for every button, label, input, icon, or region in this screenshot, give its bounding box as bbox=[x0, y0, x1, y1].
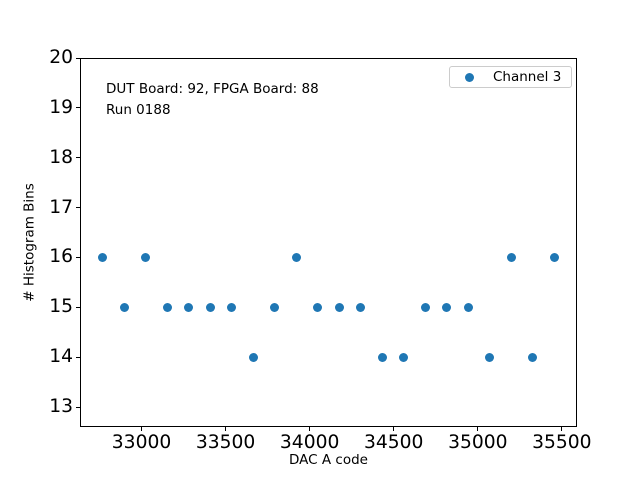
x-tick-label: 35500 bbox=[532, 432, 592, 453]
data-point bbox=[399, 352, 409, 362]
x-tick-mark bbox=[309, 427, 311, 431]
data-point bbox=[270, 302, 280, 312]
y-tick-label: 15 bbox=[49, 296, 73, 318]
y-tick-mark bbox=[76, 406, 80, 408]
x-tick-label: 33000 bbox=[111, 432, 172, 453]
data-point bbox=[485, 352, 495, 362]
data-point bbox=[463, 302, 473, 312]
data-point bbox=[227, 302, 237, 312]
x-axis-label: DAC A code bbox=[289, 452, 368, 468]
y-tick-mark bbox=[76, 157, 80, 159]
y-tick-label: 19 bbox=[49, 96, 73, 118]
x-tick-mark bbox=[561, 427, 563, 431]
data-point bbox=[377, 352, 387, 362]
data-point bbox=[528, 352, 538, 362]
data-point bbox=[313, 302, 323, 312]
y-tick-label: 14 bbox=[49, 346, 73, 368]
x-tick-mark bbox=[225, 427, 227, 431]
y-tick-mark bbox=[76, 356, 80, 358]
y-tick-mark bbox=[76, 207, 80, 209]
data-point bbox=[506, 252, 516, 262]
x-tick-label: 35000 bbox=[448, 432, 508, 453]
y-tick-mark bbox=[76, 306, 80, 308]
annotation-line-2: Run 0188 bbox=[106, 102, 171, 118]
annotation-line-1: DUT Board: 92, FPGA Board: 88 bbox=[106, 81, 319, 97]
y-tick-label: 13 bbox=[49, 396, 73, 418]
data-point bbox=[442, 302, 452, 312]
data-point bbox=[205, 302, 215, 312]
y-tick-label: 18 bbox=[49, 146, 73, 168]
data-point bbox=[162, 302, 172, 312]
x-tick-label: 34000 bbox=[279, 432, 340, 453]
data-point bbox=[291, 252, 301, 262]
y-tick-mark bbox=[76, 107, 80, 109]
legend-marker-circle-icon bbox=[465, 72, 474, 82]
plot-area bbox=[80, 58, 577, 427]
data-point bbox=[141, 252, 151, 262]
x-tick-mark bbox=[477, 427, 479, 431]
data-point bbox=[248, 352, 258, 362]
y-axis-label: # Histogram Bins bbox=[21, 183, 38, 302]
data-point bbox=[98, 252, 108, 262]
data-point bbox=[356, 302, 366, 312]
data-point bbox=[334, 302, 344, 312]
plot-annotation: DUT Board: 92, FPGA Board: 88 Run 0188 bbox=[106, 79, 319, 121]
legend-label: Channel 3 bbox=[493, 69, 562, 85]
y-tick-mark bbox=[76, 57, 80, 59]
x-tick-mark bbox=[393, 427, 395, 431]
y-tick-label: 17 bbox=[49, 196, 73, 218]
y-tick-label: 16 bbox=[49, 246, 73, 268]
x-tick-mark bbox=[141, 427, 143, 431]
y-tick-label: 20 bbox=[49, 47, 73, 68]
x-tick-label: 34500 bbox=[364, 432, 424, 453]
x-tick-label: 33500 bbox=[195, 432, 256, 453]
data-point bbox=[184, 302, 194, 312]
data-point bbox=[420, 302, 430, 312]
y-tick-mark bbox=[76, 256, 80, 258]
data-point bbox=[119, 302, 129, 312]
legend: Channel 3 bbox=[449, 66, 572, 88]
data-point bbox=[549, 252, 559, 262]
